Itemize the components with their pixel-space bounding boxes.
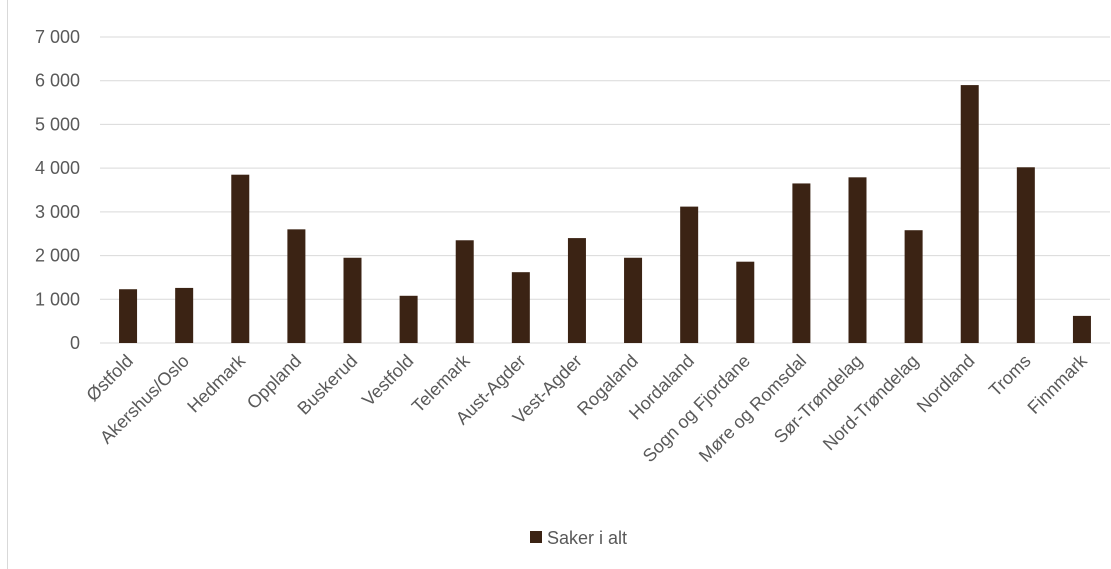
bar <box>231 174 250 343</box>
y-tick-label: 5 000 <box>35 114 80 134</box>
bar <box>119 289 138 343</box>
y-tick-label: 6 000 <box>35 71 80 91</box>
bar <box>455 240 474 343</box>
legend-label: Saker i alt <box>547 528 627 548</box>
bar <box>904 230 923 343</box>
legend-swatch <box>530 531 542 543</box>
bar <box>736 261 755 343</box>
bar <box>343 257 362 343</box>
bar <box>1072 315 1091 343</box>
bar <box>848 177 867 343</box>
x-category-label: Hedmark <box>183 350 249 416</box>
x-category-label: Nord-Trøndelag <box>819 351 923 455</box>
bar <box>1016 167 1035 343</box>
bar <box>792 183 811 343</box>
x-category-label: Finnmark <box>1024 350 1092 418</box>
bar <box>960 85 979 343</box>
x-category-label: Sogn og Fjordane <box>639 351 754 466</box>
y-axis-tick-labels: 0 1 000 2 000 3 000 4 000 5 000 6 000 7 000 <box>35 27 80 353</box>
bar <box>287 229 306 343</box>
x-category-label: Buskerud <box>293 351 361 419</box>
y-tick-label: 4 000 <box>35 158 80 178</box>
bar <box>680 206 699 343</box>
bar <box>624 257 643 343</box>
x-category-label: Nordland <box>913 351 979 417</box>
x-axis-category-labels: ØstfoldAkershus/OsloHedmarkOpplandBusker… <box>82 350 1091 466</box>
gridlines <box>100 36 1110 344</box>
y-tick-label: 0 <box>70 333 80 353</box>
bar <box>399 295 418 343</box>
y-tick-label: 1 000 <box>35 289 80 309</box>
x-category-label: Østfold <box>82 351 136 405</box>
bar <box>175 287 194 343</box>
bar <box>567 238 586 343</box>
x-category-label: Møre og Romsdal <box>695 351 810 466</box>
y-tick-label: 3 000 <box>35 202 80 222</box>
legend: Saker i alt <box>530 528 627 548</box>
bars <box>119 85 1091 343</box>
y-tick-label: 7 000 <box>35 27 80 47</box>
x-category-label: Troms <box>985 351 1035 401</box>
bar <box>511 272 530 343</box>
chart-frame <box>7 0 1111 569</box>
y-tick-label: 2 000 <box>35 246 80 266</box>
